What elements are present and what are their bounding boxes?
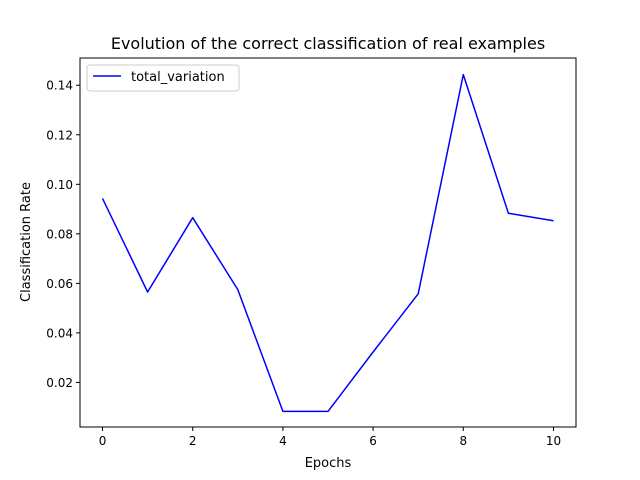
x-tick-label: 4 [279, 434, 287, 448]
x-tick-label: 2 [189, 434, 197, 448]
x-axis-ticks: 0 2 4 6 8 10 [99, 427, 561, 448]
y-tick-label: 0.10 [46, 178, 73, 192]
legend: total_variation [86, 64, 240, 92]
x-axis-label: Epochs [305, 456, 352, 471]
chart-title: Evolution of the correct classification … [111, 34, 545, 53]
x-tick-label: 6 [369, 434, 377, 448]
y-tick-label: 0.02 [46, 376, 73, 390]
y-tick-label: 0.12 [46, 128, 73, 142]
y-tick-label: 0.04 [46, 326, 73, 340]
x-tick-label: 8 [459, 434, 467, 448]
legend-box [86, 64, 240, 92]
y-axis-ticks: 0.02 0.04 0.06 0.08 0.10 0.12 0.14 [46, 79, 80, 390]
y-tick-label: 0.14 [46, 79, 73, 93]
y-axis-label: Classification Rate [19, 182, 34, 302]
plot-frame [79, 57, 577, 428]
y-tick-label: 0.06 [46, 277, 73, 291]
x-tick-label: 10 [546, 434, 561, 448]
legend-label: total_variation [131, 70, 225, 85]
series-layer [101, 73, 554, 413]
y-tick-label: 0.08 [46, 227, 73, 241]
x-tick-label: 0 [99, 434, 107, 448]
